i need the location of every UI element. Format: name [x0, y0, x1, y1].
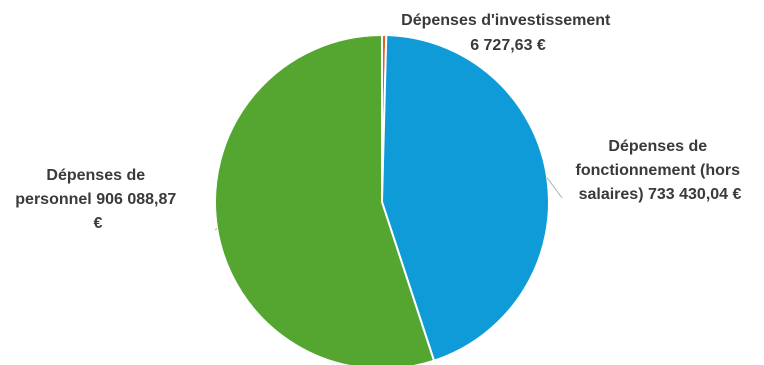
- label-investissement-line-2: 6 727,63 €: [470, 37, 546, 54]
- label-fonctionnement-line-3: salaires) 733 430,04 €: [579, 186, 742, 203]
- leader-line-2: [546, 177, 563, 199]
- label-personnel-line-3: €: [94, 215, 103, 232]
- label-personnel-line-1: Dépenses de: [46, 167, 145, 184]
- leader-lines: [214, 177, 563, 231]
- pie-slice-2: [381, 34, 550, 362]
- label-fonctionnement-line-1: Dépenses de: [608, 138, 707, 155]
- pie-slice-3: [214, 34, 435, 365]
- label-investissement: Dépenses d'investissement 6 727,63 €: [401, 12, 615, 54]
- label-personnel: Dépenses de personnel 906 088,87 €: [15, 167, 180, 232]
- label-fonctionnement: Dépenses de fonctionnement (hors salaire…: [576, 138, 745, 203]
- leader-line-3: [214, 227, 218, 231]
- label-investissement-line-1: Dépenses d'investissement: [401, 12, 611, 29]
- label-fonctionnement-line-2: fonctionnement (hors: [576, 162, 741, 179]
- pie-slices: [214, 34, 550, 365]
- label-personnel-line-2: personnel 906 088,87: [15, 191, 176, 208]
